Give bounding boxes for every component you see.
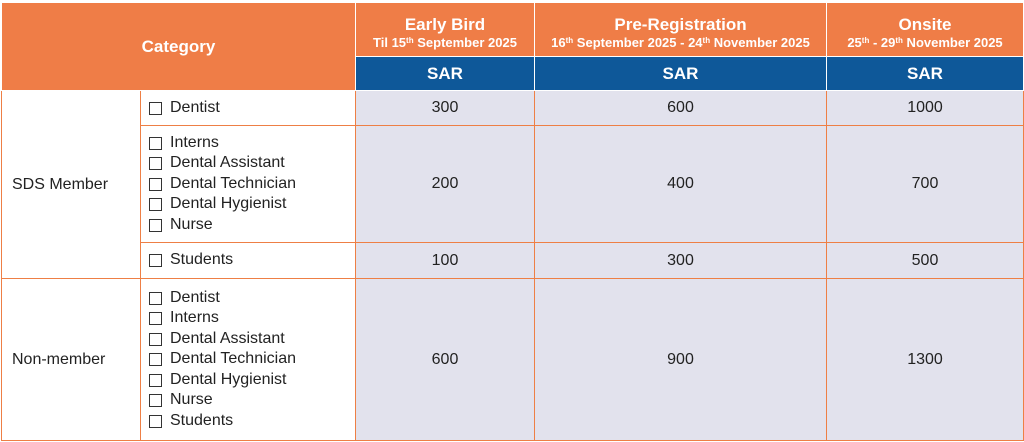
role-list: Dentist: [140, 90, 356, 126]
price-cell: 200: [355, 125, 535, 243]
table-row: Students 100 300 500: [2, 242, 1024, 279]
role-option[interactable]: Students: [149, 250, 355, 271]
table-row: SDS Member Dentist 300 600 1000: [1, 90, 1024, 279]
role-option[interactable]: Interns: [149, 133, 355, 154]
checkbox-icon[interactable]: [149, 312, 162, 325]
role-option[interactable]: Dental Hygienist: [149, 370, 355, 391]
membership-type: SDS Member: [1, 90, 141, 279]
price-cell: 1300: [826, 278, 1024, 441]
header-row: Category Early Bird Til 15th September 2…: [1, 2, 1024, 91]
checkbox-icon[interactable]: [149, 332, 162, 346]
price-cell: 900: [534, 278, 827, 441]
checkbox-icon[interactable]: [149, 157, 162, 170]
role-option[interactable]: Dental Hygienist: [149, 194, 355, 215]
column-header-pre-registration: Pre-Registration 16th September 2025 - 2…: [534, 2, 827, 57]
role-option[interactable]: Interns: [149, 308, 355, 329]
role-label: Nurse: [170, 215, 213, 233]
checkbox-icon[interactable]: [149, 198, 162, 211]
role-option[interactable]: Dentist: [149, 98, 355, 119]
checkbox-icon[interactable]: [149, 373, 162, 387]
price-cell: 400: [534, 125, 827, 243]
role-label: Dental Assistant: [170, 154, 285, 172]
column-title: Pre-Registration: [614, 14, 747, 34]
price-cell: 300: [355, 90, 535, 126]
fee-body: SDS Member Dentist 300 600 1000 Interns Dental…: [1, 90, 1024, 441]
role-option[interactable]: Nurse: [149, 390, 355, 411]
role-option[interactable]: Nurse: [149, 215, 355, 236]
checkbox-icon[interactable]: [149, 177, 162, 191]
currency-label: SAR: [534, 56, 827, 91]
column-date-range: 25th - 29th November 2025: [847, 34, 1003, 50]
column-header-early-bird: Early Bird Til 15th September 2025: [355, 2, 535, 57]
column-title: Onsite: [898, 14, 952, 34]
checkbox-icon[interactable]: [149, 394, 162, 407]
currency-row: SAR SAR SAR: [2, 56, 1024, 91]
role-label: Dental Assistant: [170, 329, 285, 347]
currency-label: SAR: [826, 56, 1024, 91]
role-option[interactable]: Dental Assistant: [149, 329, 355, 350]
role-option[interactable]: Dental Technician: [149, 174, 355, 195]
checkbox-icon[interactable]: [149, 136, 162, 150]
role-list: Interns Dental Assistant Dental Technician…: [140, 125, 356, 243]
role-label: Students: [170, 411, 234, 429]
role-list: Dentist Interns Dental Assistant Dental Tec…: [140, 278, 356, 441]
membership-type: Non-member: [1, 278, 141, 441]
checkbox-icon[interactable]: [149, 353, 162, 366]
role-label: Students: [170, 251, 234, 269]
role-option[interactable]: Dental Technician: [149, 349, 355, 370]
role-option[interactable]: Dentist: [149, 288, 355, 309]
role-option[interactable]: Dental Assistant: [149, 153, 355, 174]
role-label: Dental Technician: [170, 174, 297, 192]
checkbox-icon[interactable]: [149, 101, 162, 115]
role-label: Dentist: [170, 288, 220, 306]
checkbox-icon[interactable]: [149, 218, 162, 232]
checkbox-icon[interactable]: [149, 291, 162, 305]
price-cell: 500: [826, 242, 1024, 279]
role-label: Interns: [170, 133, 219, 151]
table-row: Non-member Dentist Interns Dental Assistant…: [1, 278, 1024, 441]
price-cell: 300: [534, 242, 827, 279]
column-header-onsite: Onsite 25th - 29th November 2025: [826, 2, 1024, 57]
price-cell: 700: [826, 125, 1024, 243]
checkbox-icon[interactable]: [149, 414, 162, 428]
role-option[interactable]: Students: [149, 411, 355, 432]
role-label: Dentist: [170, 98, 220, 116]
price-cell: 600: [355, 278, 535, 441]
column-date-range: Til 15th September 2025: [373, 34, 517, 50]
role-label: Interns: [170, 309, 219, 327]
column-date-range: 16th September 2025 - 24th November 2025: [551, 34, 810, 50]
checkbox-icon[interactable]: [149, 254, 162, 267]
table-row: Interns Dental Assistant Dental Technician…: [2, 125, 1024, 243]
price-cell: 100: [355, 242, 535, 279]
role-list: Students: [140, 242, 356, 279]
role-label: Dental Hygienist: [170, 370, 287, 388]
role-label: Dental Hygienist: [170, 195, 287, 213]
category-header: Category: [1, 2, 356, 91]
currency-label: SAR: [355, 56, 535, 91]
column-title: Early Bird: [404, 14, 486, 34]
price-cell: 600: [534, 90, 827, 126]
price-cell: 1000: [826, 90, 1024, 126]
role-label: Dental Technician: [170, 350, 297, 368]
role-label: Nurse: [170, 391, 213, 409]
